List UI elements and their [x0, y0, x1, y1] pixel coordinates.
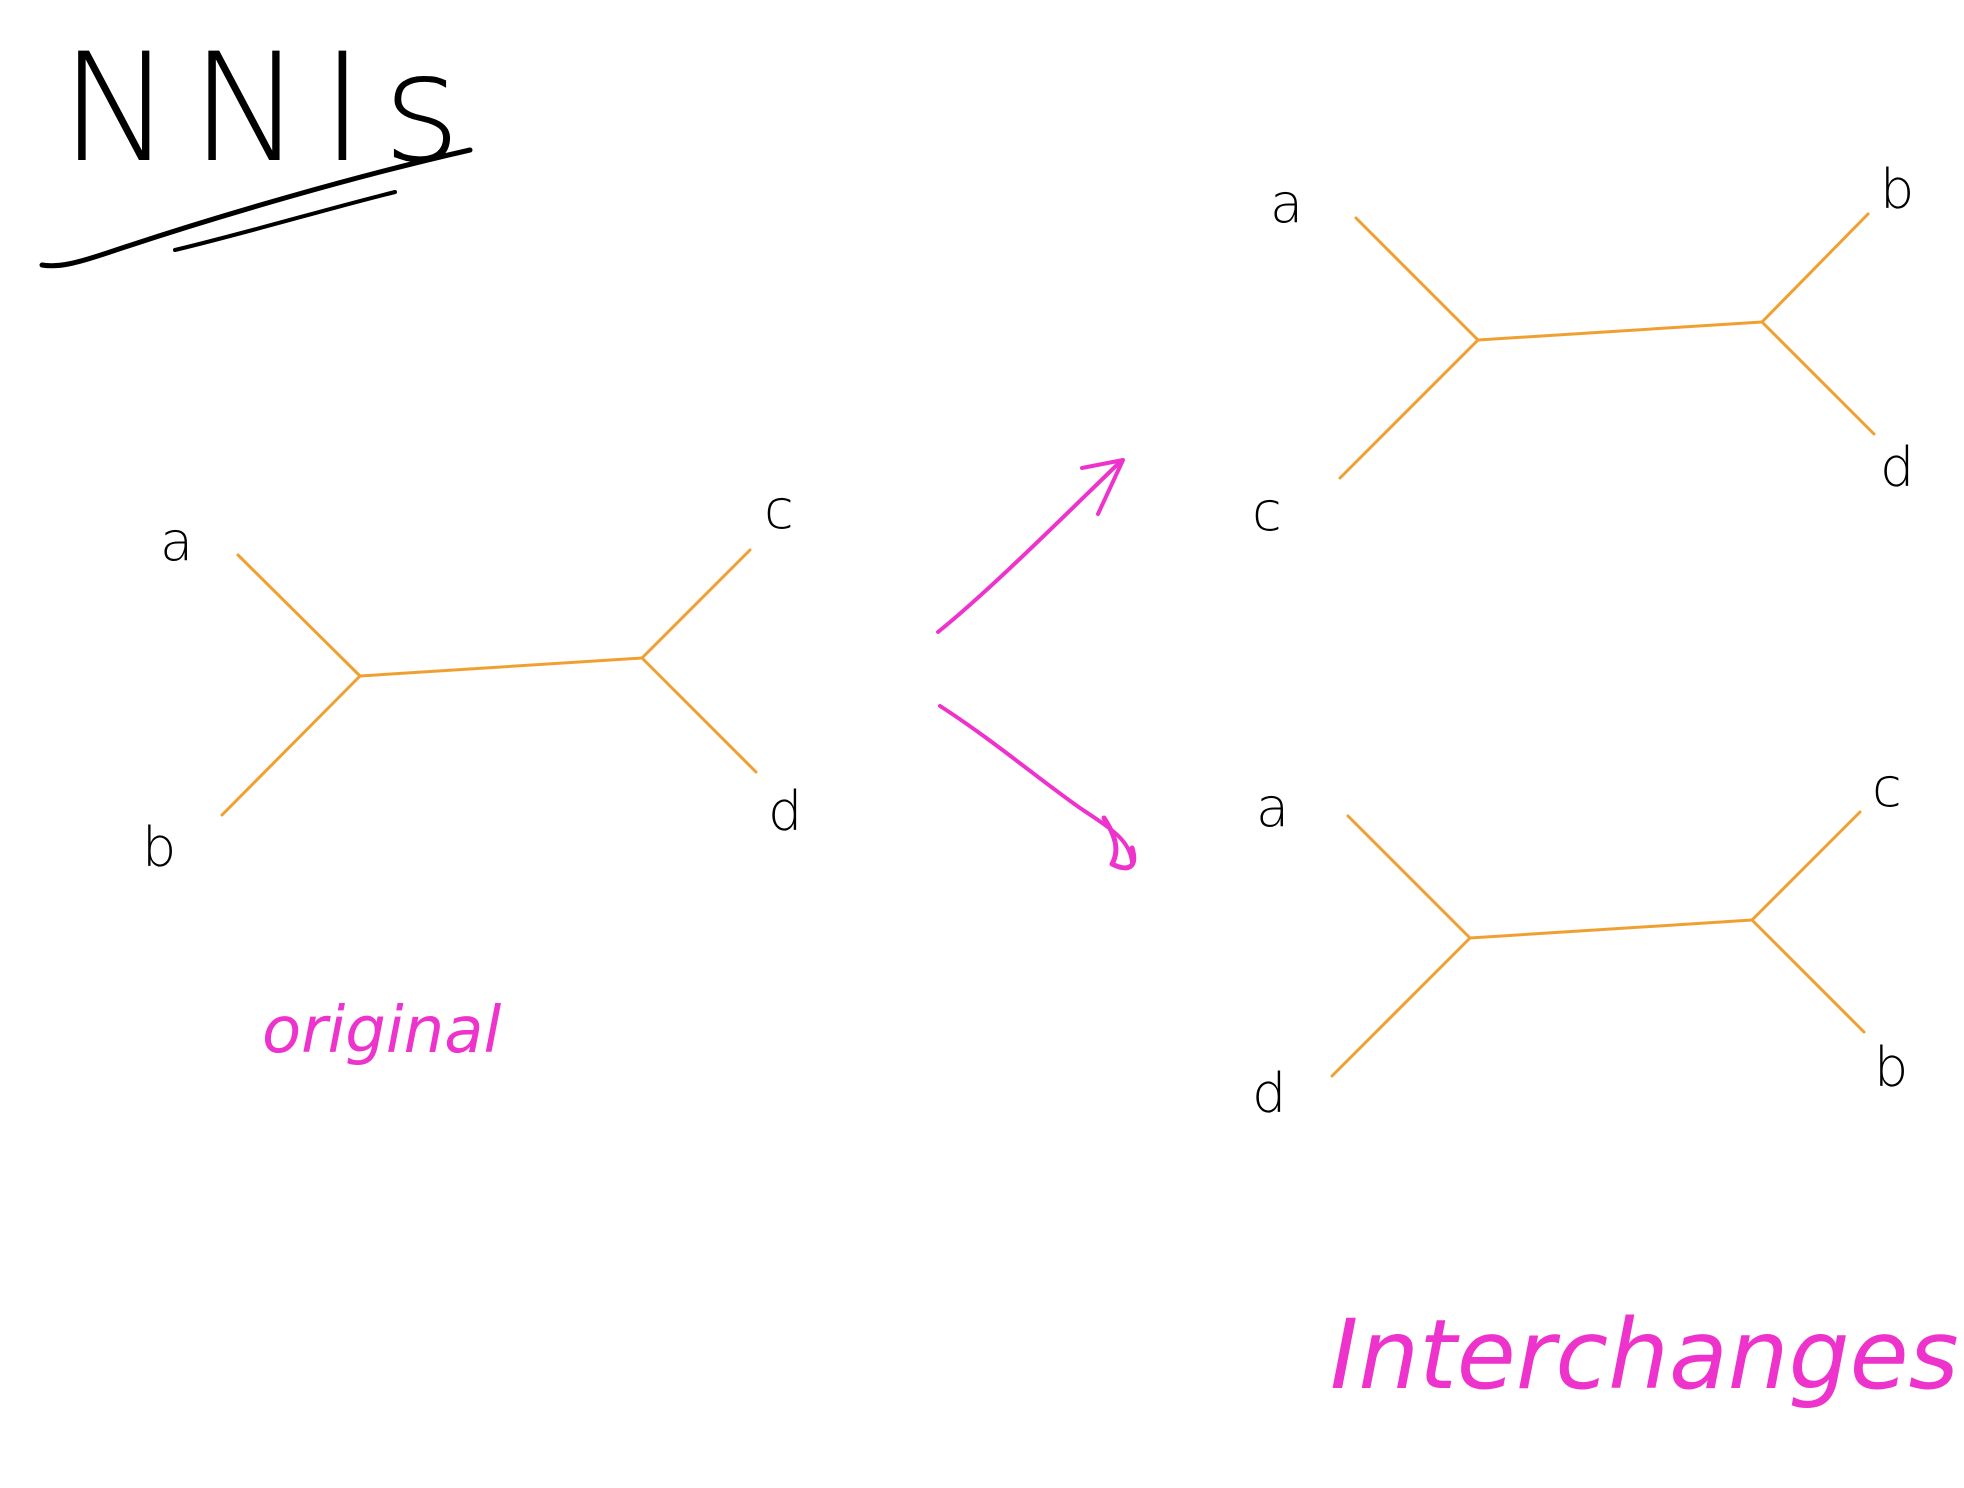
tree-original-edge-d — [640, 656, 758, 774]
tree-original-leaf-d: d — [768, 780, 802, 843]
tree-interchange-1-edge-d — [1760, 320, 1876, 436]
tree-interchange-1-edge-b — [1760, 212, 1870, 324]
tree-interchange-2-internal-edge — [1468, 918, 1754, 940]
tree-interchange-1-leaf-d: d — [1880, 436, 1914, 499]
tree-interchange-1-leaf-c: c — [1252, 480, 1282, 543]
tree-interchange-1-leaf-b: b — [1880, 158, 1914, 221]
tree-original-leaf-c: c — [764, 478, 794, 541]
title: NNIs — [60, 22, 479, 196]
tree-interchange-2-edge-c — [1750, 810, 1862, 922]
arrow-up-head — [1080, 458, 1125, 516]
tree-original-leaf-b: b — [142, 816, 176, 879]
tree-interchange-2-edge-b — [1750, 918, 1866, 1034]
tree-original-leaf-a: a — [160, 510, 193, 573]
title-group: NNIs — [39, 22, 479, 269]
tree-original-edge-a — [236, 553, 362, 678]
title-underline-2 — [173, 190, 397, 252]
tree-original-internal-edge — [358, 656, 644, 678]
arrow-down-icon — [938, 704, 1134, 864]
tree-original-edge-c — [640, 548, 752, 660]
tree-interchange-2-leaf-d: d — [1252, 1062, 1286, 1125]
tree-original-caption: original — [262, 994, 501, 1068]
title-underline-1 — [39, 147, 473, 269]
tree-original-edge-b — [220, 674, 362, 817]
tree-interchange-1-leaf-a: a — [1270, 172, 1303, 235]
tree-interchange-2-leaf-c: c — [1872, 756, 1902, 819]
arrows — [936, 458, 1137, 871]
tree-interchange-1-edge-a — [1354, 216, 1480, 342]
tree-interchange-2: a d c b — [1252, 756, 1908, 1125]
tree-interchange-1-internal-edge — [1476, 320, 1764, 342]
tree-interchange-1-edge-c — [1338, 338, 1480, 480]
tree-interchange-2-edge-d — [1330, 936, 1472, 1078]
arrow-down-head — [1101, 815, 1137, 871]
tree-interchange-1: a c b d — [1252, 158, 1914, 543]
tree-interchange-2-leaf-a: a — [1256, 776, 1289, 839]
tree-original: a b c d original — [142, 478, 802, 1068]
tree-interchange-2-leaf-b: b — [1874, 1036, 1908, 1099]
tree-interchange-2-edge-a — [1346, 814, 1472, 940]
interchanges-caption: Interchanges — [1330, 1299, 1959, 1411]
arrow-up-icon — [936, 460, 1122, 634]
